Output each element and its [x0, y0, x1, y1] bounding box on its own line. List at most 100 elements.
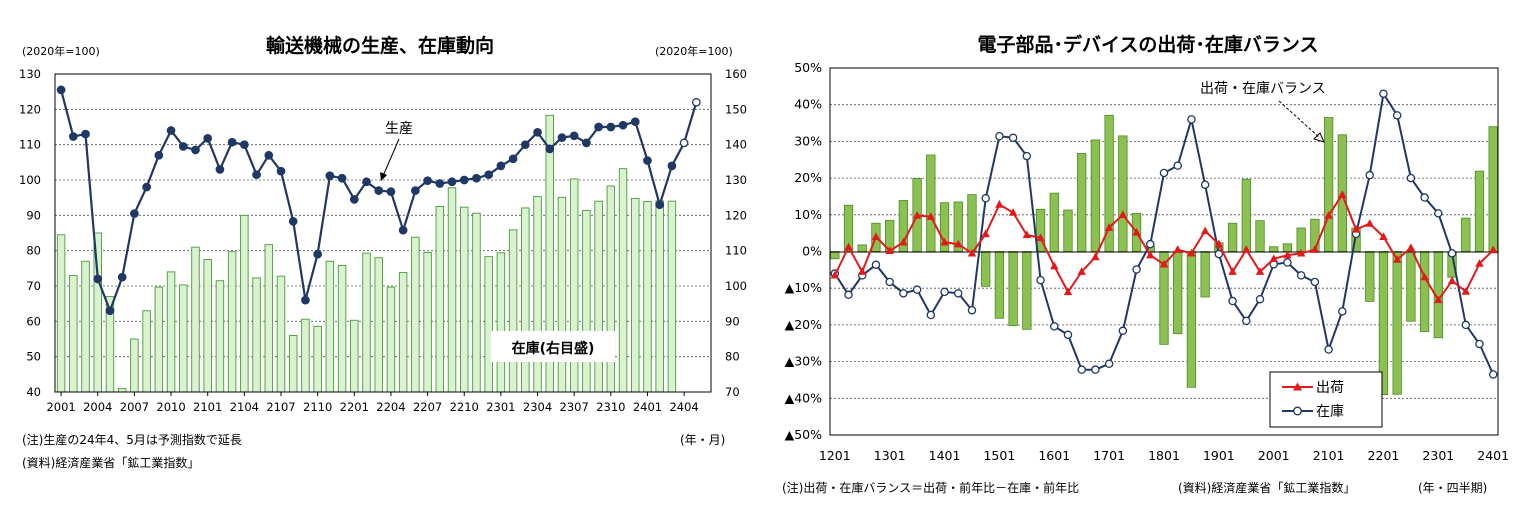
- balance-bar: [994, 251, 1005, 319]
- production-marker: [618, 120, 628, 130]
- balance-bar: [1474, 170, 1485, 252]
- y-axis-tick-label: 50%: [794, 60, 822, 75]
- shipment-marker: [1146, 250, 1155, 259]
- production-marker: [374, 186, 384, 195]
- inventory-marker: [1488, 370, 1498, 379]
- balance-bar: [857, 244, 867, 252]
- inventory-marker: [912, 285, 922, 294]
- balance-bar: [1419, 251, 1430, 332]
- inventory-bar: [179, 284, 188, 393]
- inventory-bar: [264, 244, 274, 393]
- balance-bar: [1008, 251, 1018, 327]
- production-marker: [545, 144, 555, 154]
- inventory-bar: [350, 319, 359, 393]
- inventory-marker: [1146, 239, 1155, 249]
- shipment-marker: [926, 212, 936, 220]
- x-axis-tick-label: 2404: [669, 400, 698, 414]
- inventory-marker: [926, 310, 936, 320]
- inventory-marker: [1091, 365, 1100, 374]
- balance-bar: [967, 194, 977, 252]
- shipment-marker: [1310, 245, 1320, 253]
- production-marker: [130, 209, 139, 218]
- production-marker: [349, 195, 359, 204]
- x-axis-tick-label: 2104: [230, 400, 259, 414]
- production-callout: 生産: [380, 121, 413, 181]
- inventory-marker: [1283, 258, 1292, 267]
- x-axis-tick-label: 2210: [450, 400, 479, 414]
- inventory-marker: [1063, 330, 1073, 340]
- legend-inventory-label: 在庫: [1316, 403, 1344, 420]
- legend-shipment-marker: [1293, 382, 1302, 391]
- y-axis-tick-label: 10%: [794, 207, 822, 222]
- production-marker: [203, 133, 213, 143]
- shipment-marker: [1365, 219, 1374, 227]
- balance-bar: [830, 251, 840, 260]
- production-marker: [313, 249, 322, 259]
- inventory-bar: [582, 209, 591, 393]
- y-axis-tick-label: ▲50%: [785, 427, 823, 442]
- inventory-marker: [1242, 316, 1251, 326]
- left-axis-tick-label: 80: [26, 244, 41, 258]
- shipment-marker: [1296, 248, 1306, 257]
- right-chart-x-axis-unit: (年・四半期): [1418, 481, 1487, 495]
- legend-shipment-label: 出荷: [1316, 380, 1344, 396]
- shipment-marker: [1022, 230, 1032, 239]
- production-marker: [606, 122, 616, 132]
- production-marker: [105, 306, 115, 316]
- inventory-bar: [423, 251, 432, 393]
- inventory-label-box: [491, 331, 615, 362]
- inventory-marker: [1132, 265, 1141, 274]
- inventory-bar: [508, 229, 518, 393]
- inventory-marker: [1228, 296, 1237, 306]
- right-axis-tick-label: 100: [725, 279, 747, 293]
- inventory-right-axis-label: 在庫(右目盛): [491, 331, 615, 362]
- production-marker: [411, 186, 420, 195]
- inventory-bar: [411, 236, 420, 393]
- x-axis-tick-label: 1701: [1093, 448, 1125, 463]
- shipment-marker: [940, 237, 949, 246]
- inventory-marker: [995, 132, 1004, 141]
- right-axis-tick-label: 130: [725, 173, 747, 187]
- production-marker: [533, 127, 542, 137]
- balance-bar: [1049, 192, 1059, 252]
- inventory-bar: [459, 206, 469, 393]
- shipment-marker: [1063, 287, 1073, 296]
- x-axis-tick-label: 2001: [1258, 448, 1290, 463]
- left-chart-x-axis-unit: (年・月): [680, 433, 725, 447]
- inventory-bar: [362, 252, 371, 393]
- production-marker: [288, 216, 298, 226]
- y-axis-tick-label: ▲20%: [785, 317, 823, 332]
- balance-bar: [981, 251, 991, 287]
- inventory-marker: [981, 194, 990, 203]
- inventory-marker: [1008, 133, 1018, 142]
- inventory-marker: [1214, 249, 1224, 259]
- shipment-marker: [1406, 243, 1416, 252]
- shipment-marker: [1255, 267, 1265, 275]
- x-axis-tick-label: 2007: [120, 400, 149, 414]
- inventory-bar: [398, 272, 408, 393]
- production-marker: [398, 225, 408, 235]
- y-axis-tick-label: 30%: [794, 133, 822, 148]
- inventory-bar: [166, 271, 176, 393]
- production-marker: [117, 272, 127, 282]
- balance-bar: [1461, 217, 1471, 252]
- left-chart-left-axis-ticks: 40 50 60 70 80 90 100 110 120 130: [19, 67, 41, 399]
- balance-bar: [1241, 178, 1251, 252]
- inventory-bar: [81, 260, 90, 393]
- inventory-bar: [374, 257, 383, 393]
- y-axis-tick-label: ▲10%: [785, 280, 823, 295]
- balance-bar: [1255, 220, 1265, 252]
- y-axis-tick-label: ▲30%: [785, 354, 823, 369]
- production-marker: [594, 122, 603, 132]
- inventory-marker: [1022, 151, 1032, 161]
- production-callout-arrow: [382, 138, 400, 177]
- inventory-bar: [69, 274, 78, 393]
- x-axis-tick-label: 1501: [983, 448, 1015, 463]
- production-marker: [472, 173, 481, 183]
- inventory-marker: [1255, 294, 1265, 304]
- balance-bar: [1269, 246, 1279, 252]
- shipment-marker: [1091, 252, 1100, 261]
- left-chart-note: (注)生産の24年4、5月は予測指数で延長: [22, 432, 242, 447]
- production-marker: [56, 85, 66, 95]
- right-axis-tick-label: 140: [725, 138, 747, 152]
